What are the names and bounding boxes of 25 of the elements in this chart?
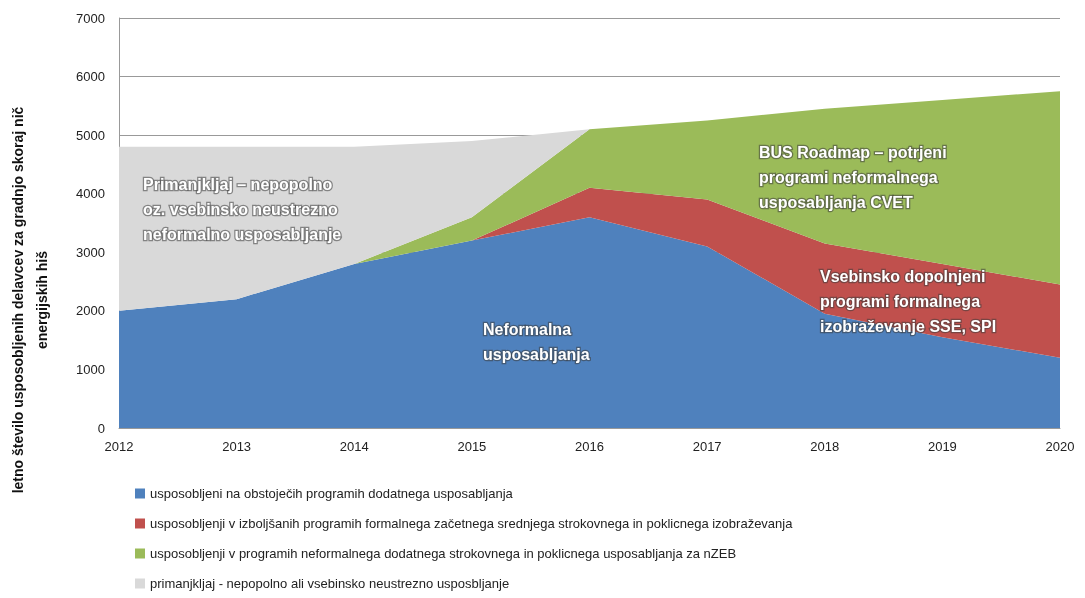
x-tick-label: 2017 bbox=[692, 439, 722, 454]
y-tick-label: 0 bbox=[97, 420, 105, 436]
annotation: Primanjkljaj – nepopolno oz. vsebinsko neustrezno neformalno usposabljanje bbox=[143, 176, 342, 243]
y-tick-label: 2000 bbox=[76, 303, 105, 319]
legend-label: usposobljenji v programih neformalnega dodatnega strokovnega in poklicnega usposabljanja za nZEB bbox=[150, 546, 737, 561]
x-tick-label: 2014 bbox=[339, 439, 369, 454]
x-tick-label: 2019 bbox=[927, 439, 957, 454]
annotation: BUS Roadmap – potrjeni programi neformalnega usposabljanja CVET bbox=[759, 144, 947, 211]
y-tick-label: 5000 bbox=[76, 127, 105, 143]
y-tick-label: 7000 bbox=[76, 10, 105, 26]
x-tick-label: 2018 bbox=[810, 439, 840, 454]
x-tick-label: 2020 bbox=[1045, 439, 1075, 454]
legend-label: usposobljenji v izboljšanih programih formalnega začetnega srednjega strokovnega in poklicnega izobraževanja bbox=[150, 516, 794, 531]
annotation: Neformalna usposabljanja bbox=[483, 321, 590, 363]
y-tick-label: 3000 bbox=[76, 244, 105, 260]
legend-label: primanjkljaj - nepopolno ali vsebinsko neustrezno usposbljanje bbox=[150, 576, 510, 591]
x-tick-label: 2016 bbox=[575, 439, 604, 454]
y-tick-label: 4000 bbox=[76, 186, 105, 202]
x-tick-label: 2012 bbox=[104, 439, 134, 454]
x-tick-label: 2013 bbox=[222, 439, 252, 454]
legend-label: usposobljeni na obstoječih programih dodatnega usposabljanja bbox=[150, 486, 514, 501]
y-tick-label: 1000 bbox=[76, 361, 105, 377]
y-tick-label: 6000 bbox=[76, 69, 105, 85]
x-tick-label: 2015 bbox=[457, 439, 487, 454]
y-axis-title: letno število usposobljenih delavcev za gradnjo skoraj nič energijskih hiš bbox=[10, 106, 50, 494]
